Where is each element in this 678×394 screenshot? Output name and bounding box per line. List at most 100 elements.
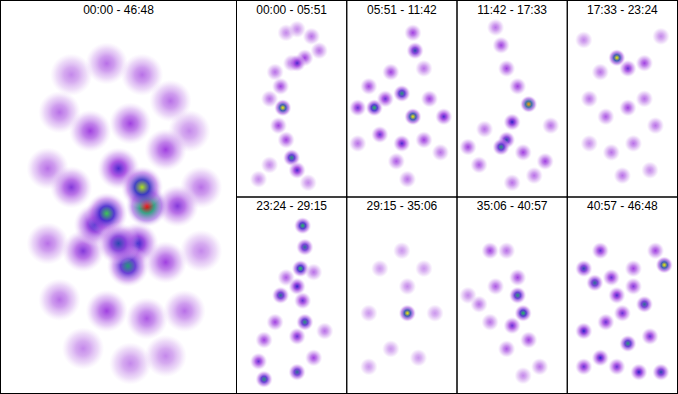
heat-spot — [619, 99, 637, 117]
heat-spot — [514, 144, 532, 162]
heat-spot — [360, 78, 378, 96]
heat-spot — [415, 131, 433, 149]
heat-spot — [277, 131, 295, 149]
heat-spot — [144, 335, 186, 377]
heat-spot — [509, 78, 527, 96]
heat-layer — [360, 242, 444, 376]
heat-layer — [26, 42, 222, 384]
heat-spot — [636, 295, 654, 313]
heat-spot — [586, 274, 604, 292]
panel: 23:24 - 29:15 — [237, 197, 347, 394]
heat-spot — [426, 304, 444, 322]
heat-spot — [608, 358, 626, 376]
heat-spot — [492, 138, 510, 156]
heat-spot — [349, 99, 367, 117]
panel: 40:57 - 46:48 — [567, 197, 677, 394]
heat-spot — [382, 340, 400, 358]
heat-spot — [26, 222, 68, 264]
heat-spot — [277, 269, 295, 287]
heat-spot — [580, 90, 598, 108]
heat-spot — [404, 24, 422, 42]
heat-spot — [459, 138, 477, 156]
heat-spot — [603, 269, 621, 287]
heat-layer — [459, 242, 548, 385]
heat-layer — [459, 19, 559, 192]
heat-spot — [647, 117, 665, 135]
heat-spot — [503, 113, 521, 131]
heat-spot — [294, 292, 312, 310]
heat-spot — [50, 166, 92, 208]
heat-spot — [476, 120, 494, 138]
panel: 05:51 - 11:42 — [347, 1, 457, 198]
heat-spot — [498, 60, 516, 78]
heat-spot — [630, 363, 648, 381]
panel: 35:06 - 40:57 — [457, 197, 567, 394]
heat-spot — [410, 349, 428, 367]
panel: 00:00 - 46:48 — [1, 1, 237, 394]
heat-spot — [625, 260, 643, 278]
heat-spot — [597, 108, 615, 126]
heat-spot — [404, 108, 422, 126]
heat-spot — [641, 328, 659, 346]
heat-spot — [349, 135, 367, 153]
heat-spot — [109, 102, 151, 144]
heat-spot — [619, 335, 637, 353]
heat-spot — [509, 269, 527, 287]
heat-spot — [459, 287, 477, 305]
heat-spot — [487, 19, 505, 37]
heat-spot — [415, 60, 433, 78]
heat-spot — [109, 342, 151, 384]
heat-layer — [349, 24, 453, 188]
heat-spot — [636, 90, 654, 108]
panel-title: 05:51 - 11:42 — [367, 3, 437, 17]
panel: 00:00 - 05:51 — [237, 1, 347, 198]
heat-spot — [393, 135, 411, 153]
heat-spot — [371, 126, 389, 144]
heat-spot — [592, 349, 610, 367]
heat-spot — [255, 370, 273, 388]
heat-spot — [481, 313, 499, 331]
panel-frame — [237, 1, 347, 198]
heat-spot — [250, 353, 268, 371]
heat-spot — [272, 287, 290, 305]
heat-spot — [531, 358, 549, 376]
heat-spot — [288, 363, 306, 381]
panel-title: 17:33 - 23:24 — [587, 3, 658, 17]
heat-spot — [274, 99, 292, 117]
heat-spot — [498, 242, 516, 260]
heat-spot — [399, 278, 417, 296]
heat-spot — [360, 304, 378, 322]
heat-spot — [503, 174, 521, 192]
heat-spot — [382, 63, 400, 81]
heat-spot — [652, 28, 670, 46]
heat-spot — [261, 156, 279, 174]
heat-spot — [625, 278, 643, 296]
heat-spot — [144, 129, 186, 171]
heat-spot — [487, 278, 505, 296]
heat-spot — [575, 358, 593, 376]
heat-spot — [481, 242, 499, 260]
heat-spot — [492, 36, 510, 54]
heat-spot — [520, 95, 538, 113]
heat-spot — [514, 367, 532, 385]
heat-spot — [520, 331, 538, 349]
heat-spot — [509, 287, 527, 305]
heat-spot — [305, 263, 323, 281]
heat-spot — [288, 54, 306, 72]
heat-spot — [652, 363, 670, 381]
heat-spot — [371, 260, 389, 278]
heat-spot — [393, 242, 411, 260]
heat-spot — [625, 135, 643, 153]
heat-spot — [316, 322, 334, 340]
heat-spot — [536, 152, 554, 170]
heat-spot — [432, 144, 450, 162]
panel: 29:15 - 35:06 — [347, 197, 457, 394]
panel-title: 11:42 - 17:33 — [477, 3, 547, 17]
panel-frame — [457, 197, 567, 394]
heat-spot — [399, 170, 417, 188]
heat-spot — [655, 256, 673, 274]
panel-frame — [347, 197, 457, 394]
panel-frame — [1, 1, 237, 394]
heat-spot — [575, 31, 593, 49]
heat-spot — [69, 110, 111, 152]
